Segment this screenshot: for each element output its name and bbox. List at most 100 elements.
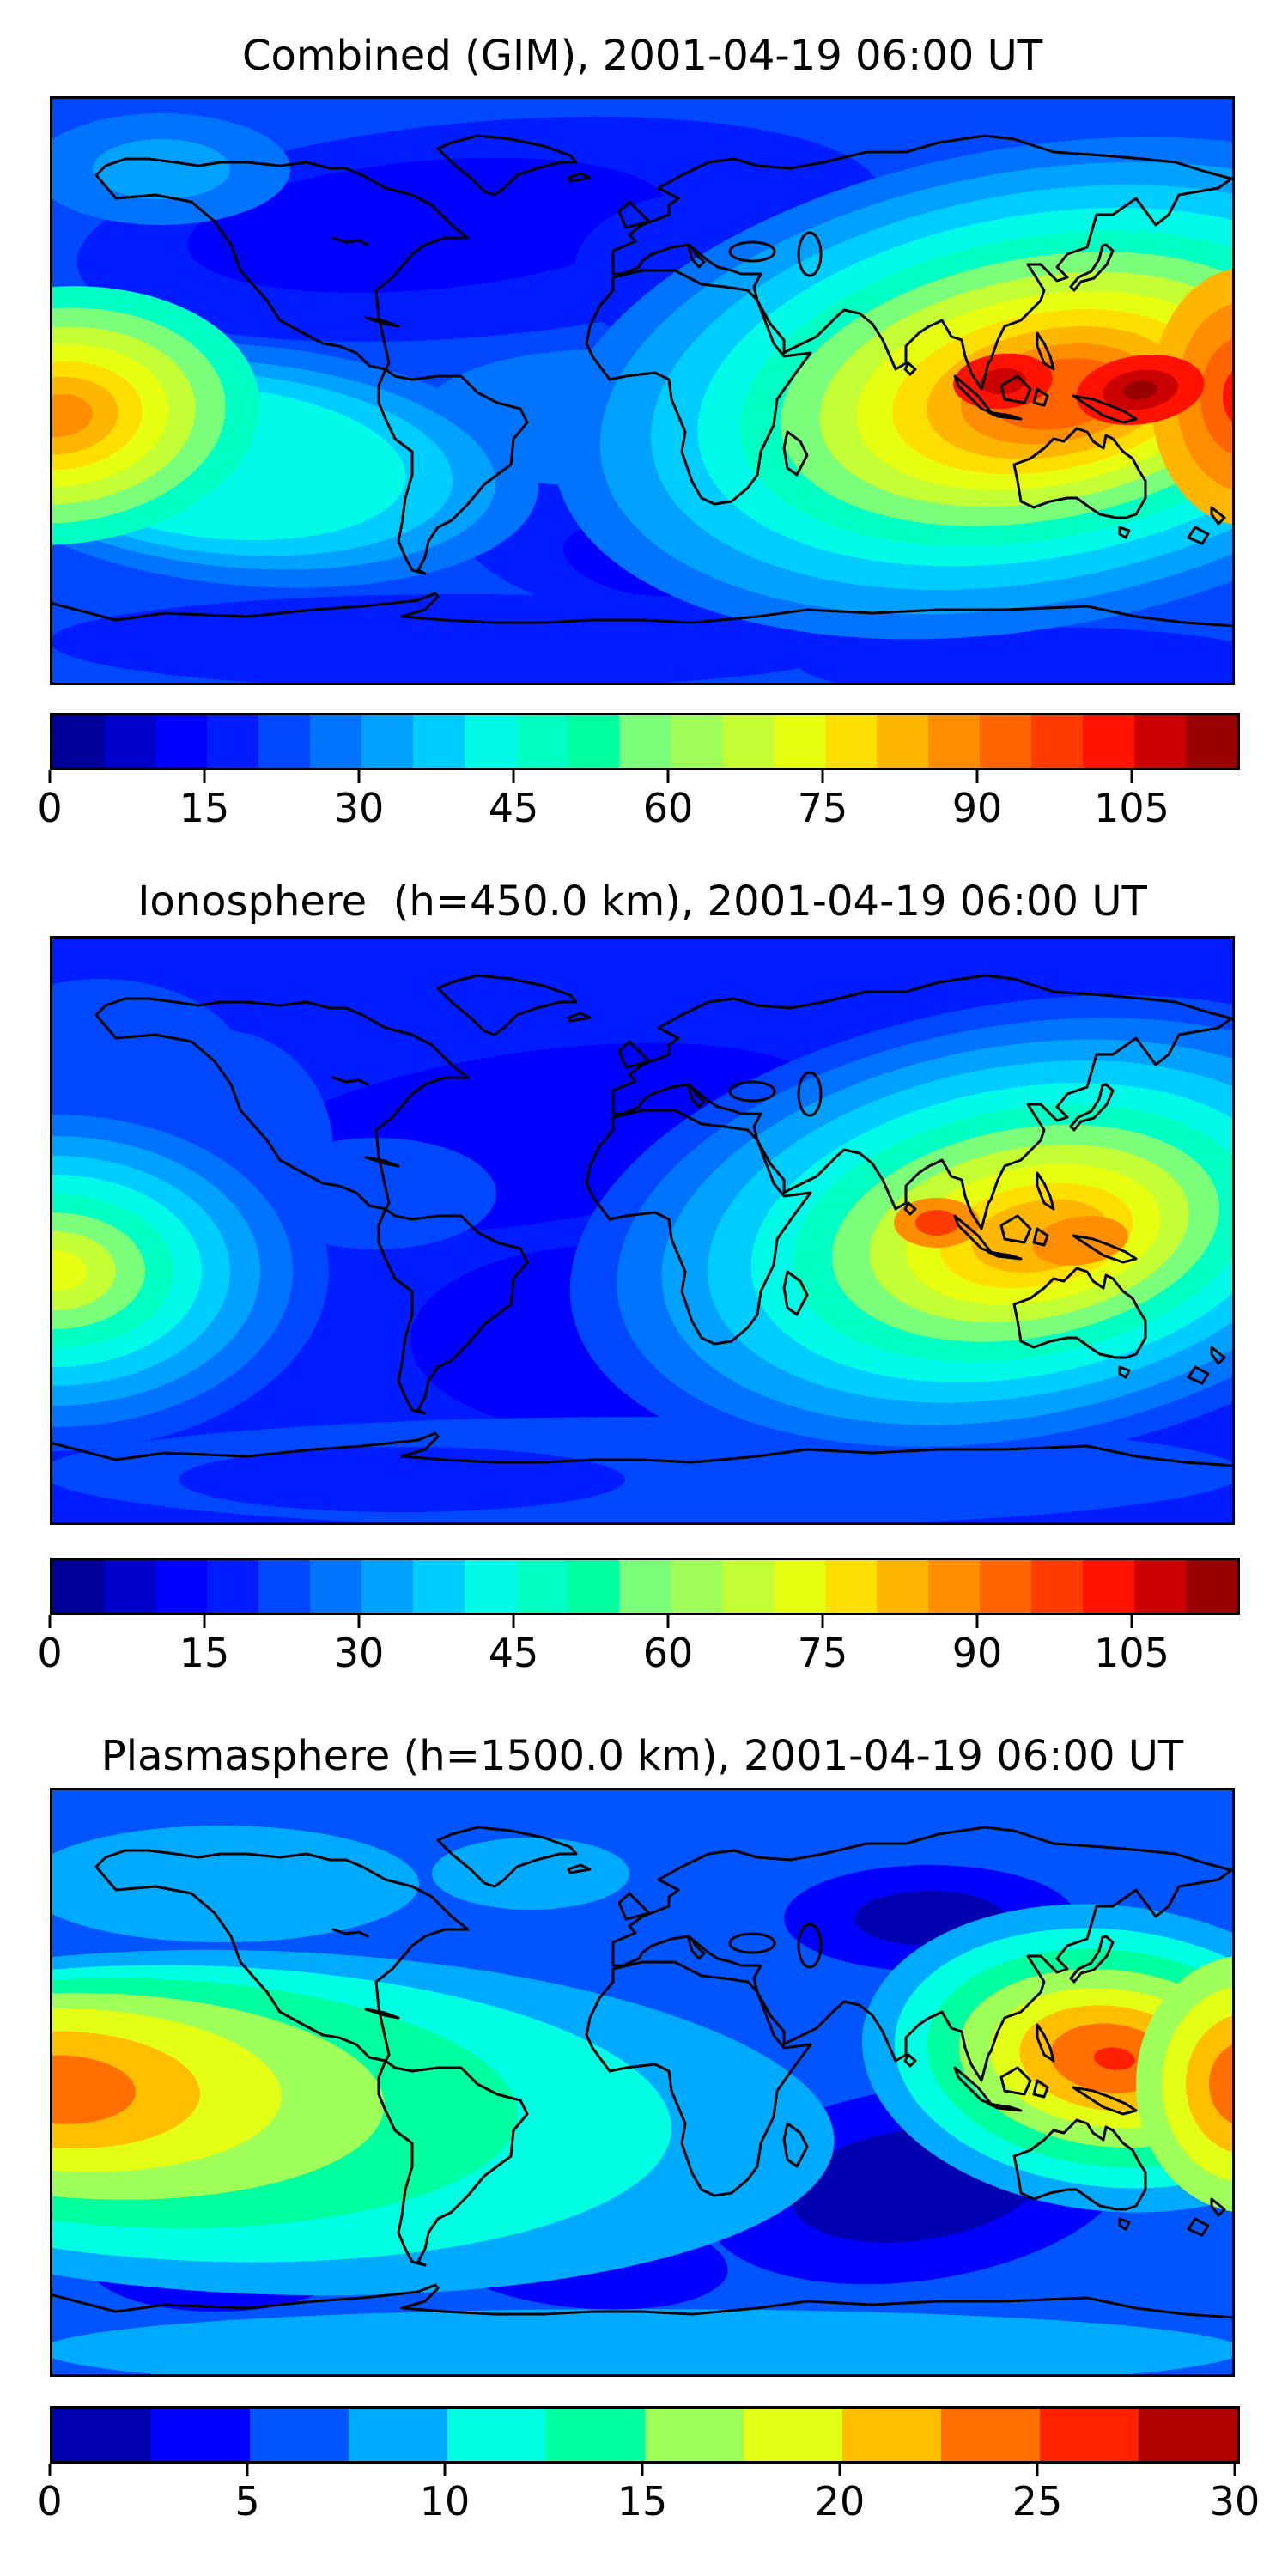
colorbar-tick-label: 15 <box>179 785 230 831</box>
colorbar-tick-label: 0 <box>37 785 63 831</box>
colorbar-tick-mark <box>821 770 824 783</box>
colorbar-segment <box>1083 1560 1134 1613</box>
colorbar-tick-label: 20 <box>814 2478 866 2524</box>
colorbar-tick-label: 105 <box>1094 785 1170 831</box>
colorbar-tick-mark <box>357 1615 361 1628</box>
colorbar-plasmasphere <box>50 2406 1240 2464</box>
colorbar-tick-label: 30 <box>333 785 385 831</box>
colorbar-tick-mark <box>512 770 515 783</box>
panel-title-plasmasphere: Plasmasphere (h=1500.0 km), 2001-04-19 0… <box>100 1732 1184 1780</box>
colorbar-segment <box>645 2409 744 2461</box>
panel-title-combined: Combined (GIM), 2001-04-19 06:00 UT <box>241 32 1043 80</box>
colorbar-segment <box>361 715 413 768</box>
colorbar-tick-mark <box>975 770 979 783</box>
colorbar-tick-label: 30 <box>1209 2478 1261 2524</box>
colorbar-segment <box>207 715 258 768</box>
colorbar-tick-label: 105 <box>1094 1630 1170 1676</box>
colorbar-segment <box>349 2409 447 2461</box>
colorbar-segment <box>413 1560 465 1613</box>
colorbar-segment <box>465 1560 516 1613</box>
colorbar-segment <box>980 715 1031 768</box>
colorbar-segment <box>361 1560 413 1613</box>
colorbar-segment <box>52 1560 104 1613</box>
colorbar-tick-mark <box>203 1615 206 1628</box>
colorbar-segment <box>52 715 104 768</box>
colorbar-segment <box>671 1560 722 1613</box>
map-border <box>50 1788 1235 2377</box>
colorbar-tick-label: 25 <box>1012 2478 1063 2524</box>
colorbar-tick-label: 10 <box>419 2478 471 2524</box>
colorbar-ticks-ionosphere <box>48 1615 1235 1628</box>
colorbar-tick-mark <box>641 2464 644 2476</box>
colorbar-ticks-plasmasphere <box>48 2464 1236 2476</box>
colorbar-segment <box>258 715 310 768</box>
colorbar-tick-label: 75 <box>797 785 848 831</box>
colorbar-segment <box>310 715 361 768</box>
colorbar-segment <box>825 1560 877 1613</box>
colorbar-segment <box>1139 2409 1237 2461</box>
colorbar-tick-label: 45 <box>488 785 539 831</box>
map-border <box>50 96 1235 685</box>
colorbar-tick-mark <box>48 2464 52 2476</box>
colorbar-tick-label: 0 <box>37 2478 63 2524</box>
colorbar-tick-mark <box>838 2464 841 2476</box>
contour-group <box>432 1838 629 1910</box>
colorbar-segment <box>1083 715 1134 768</box>
map-combined <box>50 96 1235 685</box>
colorbar-segment <box>155 1560 207 1613</box>
colorbar-tick-mark <box>48 770 52 783</box>
colorbar-segment <box>516 715 568 768</box>
colorbar-tick-mark <box>443 2464 447 2476</box>
colorbar-segment <box>465 715 516 768</box>
colorbar-segment <box>1186 715 1237 768</box>
colorbar-tick-label: 60 <box>642 785 694 831</box>
colorbar-segment <box>447 2409 546 2461</box>
contour-group <box>50 286 260 545</box>
map-ionosphere <box>50 936 1235 1525</box>
colorbar-tick-label: 5 <box>234 2478 260 2524</box>
colorbar-segment <box>722 715 774 768</box>
colorbar-tick-label: 0 <box>37 1630 63 1676</box>
contour-group <box>50 1091 329 1451</box>
colorbar-segment <box>1134 1560 1186 1613</box>
colorbar-tick-label: 45 <box>488 1630 539 1676</box>
colorbar-tick-label: 60 <box>642 1630 694 1676</box>
colorbar-segment <box>151 2409 250 2461</box>
colorbar-segment <box>546 2409 645 2461</box>
colorbar-tick-label: 90 <box>951 785 1003 831</box>
colorbar-segment <box>744 2409 842 2461</box>
colorbar-tick-mark <box>48 1615 52 1628</box>
colorbar-tick-label: 75 <box>797 1630 848 1676</box>
colorbar-ticks-combined <box>48 770 1235 783</box>
colorbar-tick-mark <box>666 770 670 783</box>
colorbar-segment <box>1031 715 1083 768</box>
colorbar-segment <box>1186 1560 1237 1613</box>
contour-group <box>50 1826 419 1942</box>
colorbar-segment <box>774 715 825 768</box>
colorbar-ionosphere <box>50 1558 1240 1615</box>
colorbar-segment <box>258 1560 310 1613</box>
colorbar-segment <box>980 1560 1031 1613</box>
colorbar-labels-combined: 0 15 30 45 60 75 90 105 <box>37 785 1235 831</box>
colorbar-segment <box>52 2409 151 2461</box>
colorbar-tick-mark <box>512 1615 515 1628</box>
colorbar-combined <box>50 713 1240 770</box>
colorbar-segment <box>722 1560 774 1613</box>
colorbar-segment <box>941 2409 1040 2461</box>
colorbar-segment <box>619 1560 671 1613</box>
contour-group <box>797 627 1235 685</box>
contour-group <box>50 2309 1235 2377</box>
colorbar-tick-label: 15 <box>179 1630 230 1676</box>
contour-group <box>1076 355 1205 425</box>
colorbar-tick-mark <box>246 2464 249 2476</box>
colorbar-segment <box>1134 715 1186 768</box>
colorbar-segment <box>155 715 207 768</box>
contour-group <box>50 113 290 225</box>
colorbar-segment <box>568 715 619 768</box>
colorbar-segment <box>774 1560 825 1613</box>
map-border <box>50 936 1235 1525</box>
colorbar-segment <box>104 1560 155 1613</box>
colorbar-segment <box>825 715 877 768</box>
colorbar-labels-ionosphere: 0 15 30 45 60 75 90 105 <box>37 1630 1235 1676</box>
